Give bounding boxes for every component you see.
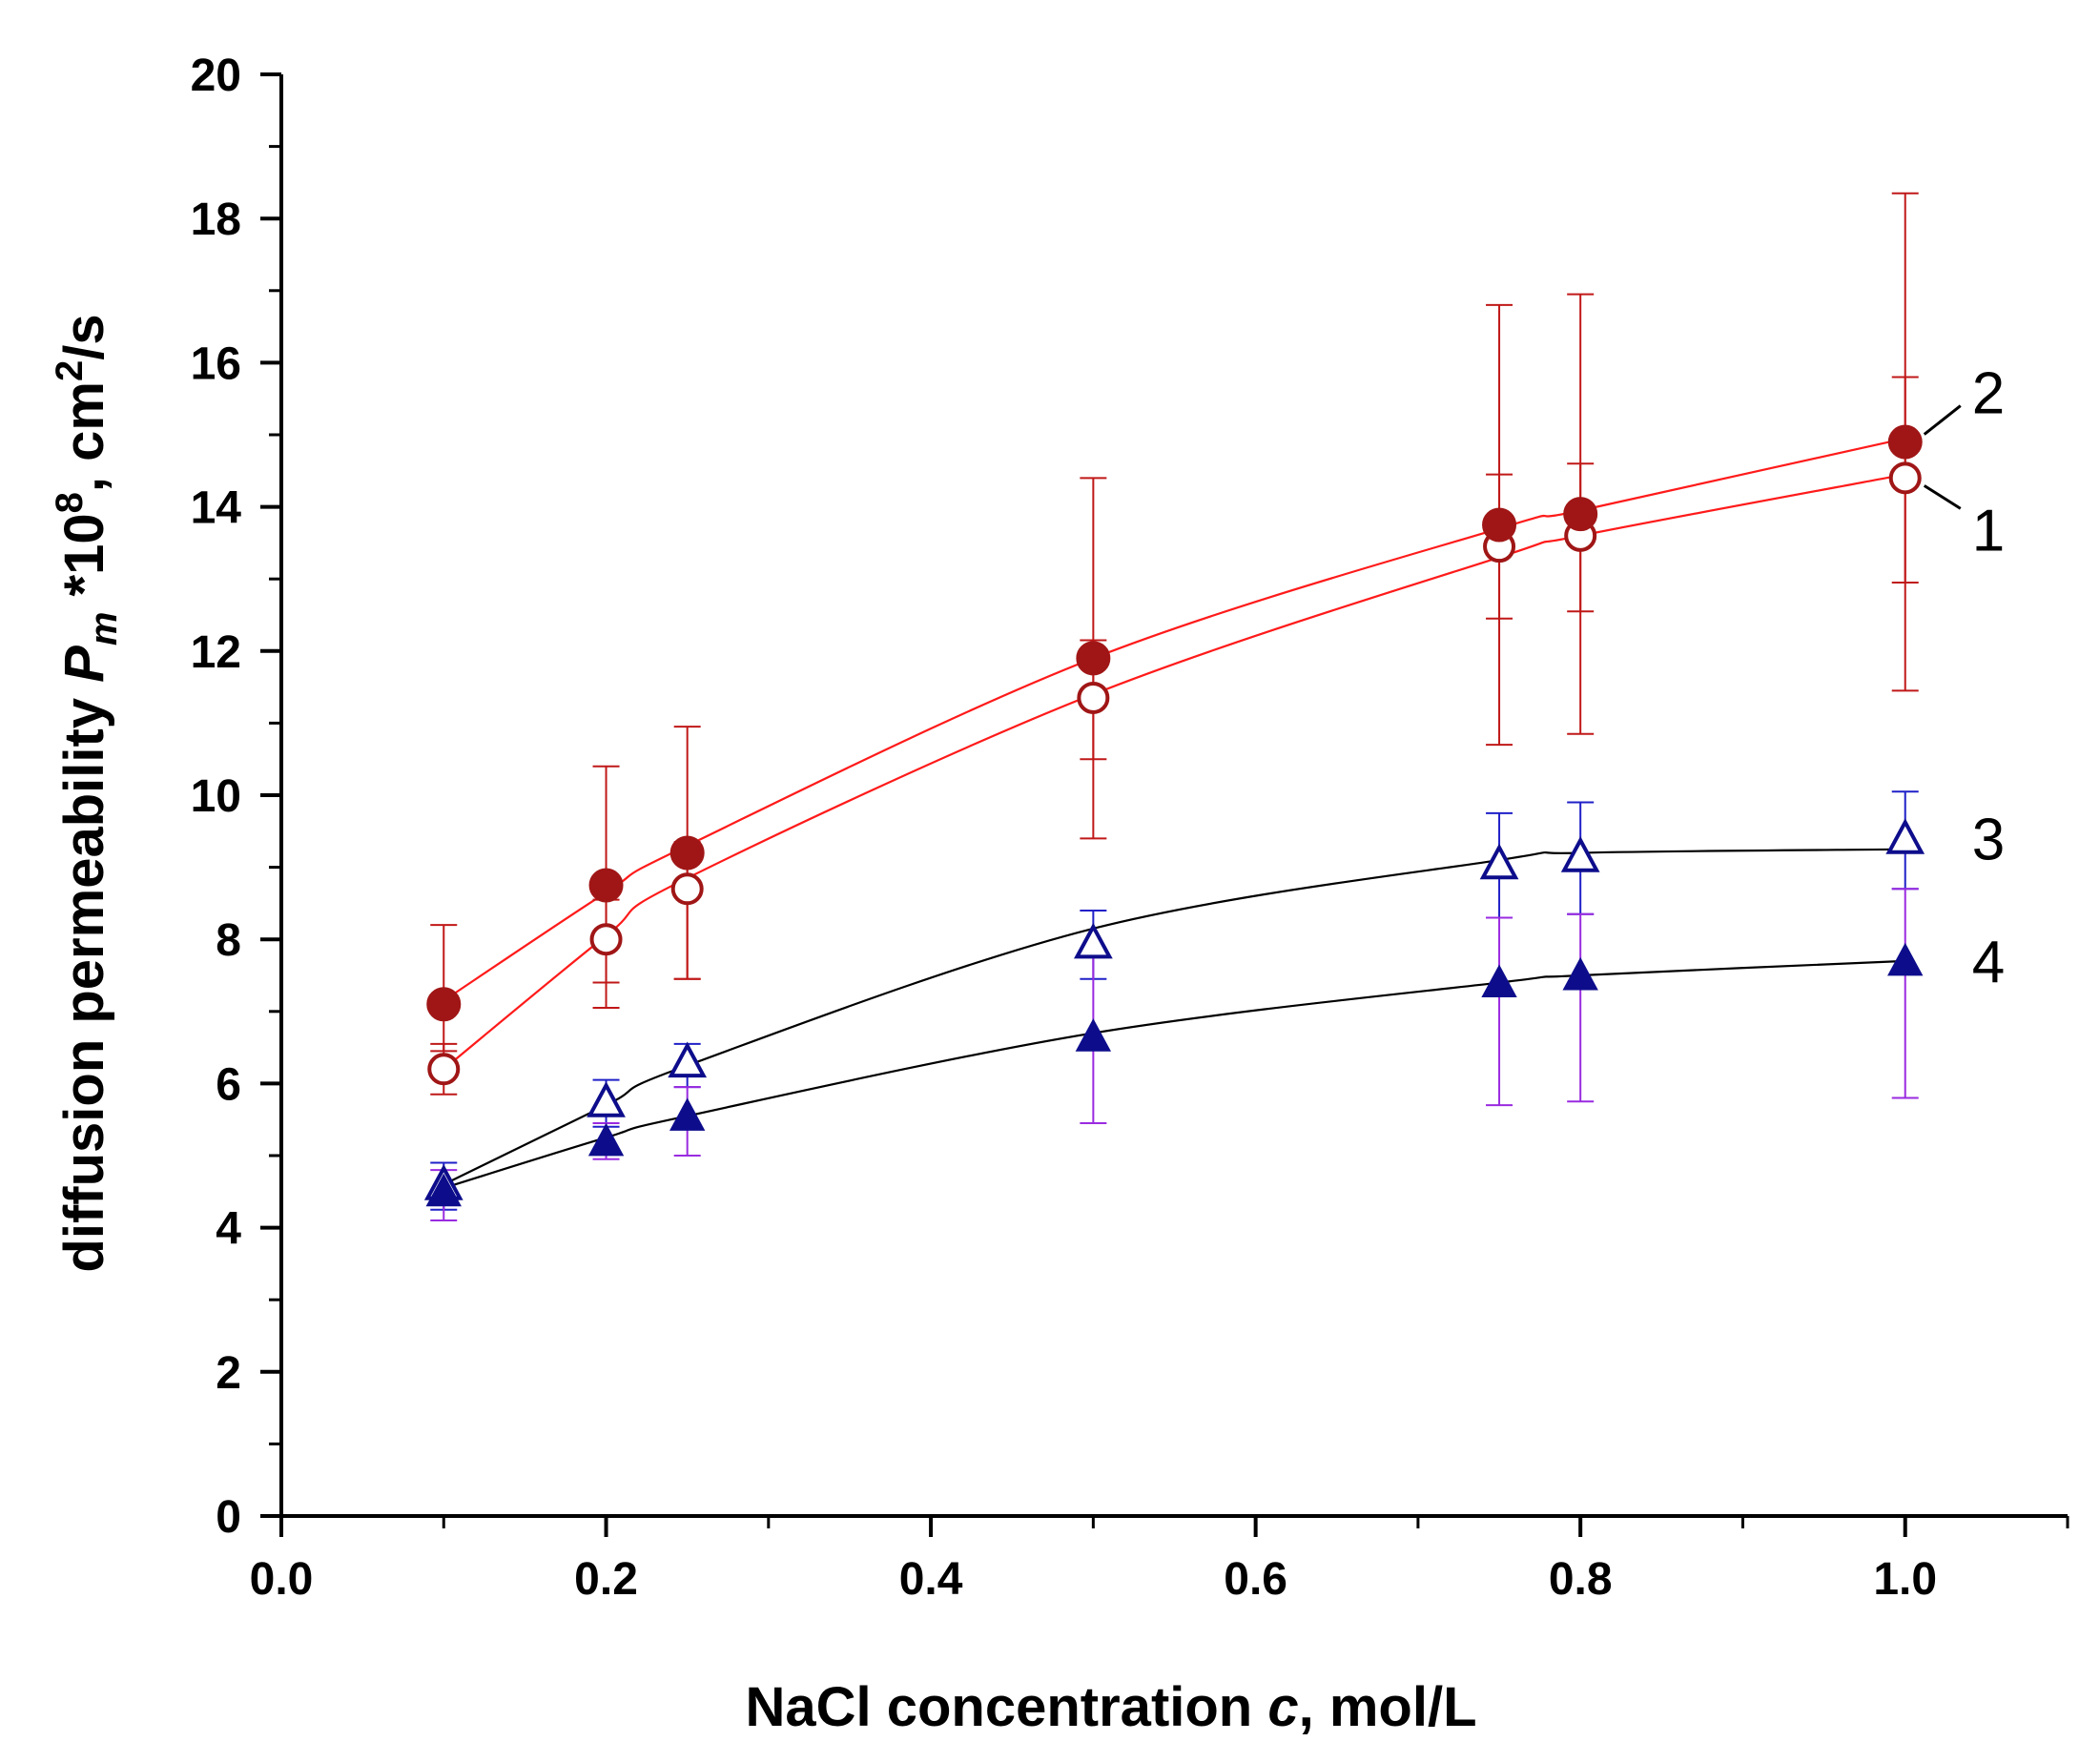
y-tick-label: 0 — [216, 1492, 241, 1543]
x-tick-label: 0.4 — [899, 1554, 963, 1605]
series-label-4: 4 — [1972, 930, 2005, 995]
x-tick-label: 0.0 — [250, 1554, 314, 1605]
y-tick-label: 20 — [191, 51, 241, 101]
x-tick-label: 1.0 — [1873, 1554, 1937, 1605]
data-point-4 — [587, 1122, 625, 1157]
data-point-3 — [1479, 843, 1519, 880]
data-markers — [423, 424, 1925, 1207]
error-bar-4 — [1891, 888, 1919, 1099]
y-tick-label: 14 — [191, 483, 242, 534]
y-tick-label: 10 — [191, 771, 241, 822]
error-bar-2 — [1486, 303, 1513, 620]
y-tick-label: 16 — [191, 338, 241, 389]
y-axis-title: diffusion permeability Pm *108, cm2/s — [49, 314, 125, 1272]
series-label-3: 3 — [1972, 807, 2005, 872]
x-tick-label: 0.6 — [1224, 1554, 1287, 1605]
error-bar-4 — [1486, 916, 1513, 1107]
error-bar-2 — [1891, 192, 1919, 584]
data-point-4 — [1481, 964, 1517, 998]
data-point-3 — [1885, 818, 1925, 854]
data-point-2 — [1887, 424, 1923, 460]
series-labels: 1 2 3 4 — [1923, 361, 2005, 995]
data-point-3 — [587, 1081, 626, 1117]
data-point-2 — [669, 835, 705, 871]
y-tick-label: 6 — [216, 1059, 241, 1110]
series-label-leader-2 — [1923, 404, 1962, 436]
error-bar-4 — [1567, 912, 1595, 1103]
data-point-4 — [1562, 956, 1598, 991]
data-point-1 — [670, 872, 704, 906]
data-point-4 — [669, 1097, 706, 1131]
data-point-2 — [1482, 507, 1517, 543]
data-point-2 — [1563, 497, 1598, 532]
y-tick-label: 18 — [191, 195, 241, 245]
data-point-3 — [668, 1041, 708, 1078]
y-tick-label: 2 — [216, 1348, 241, 1399]
y-tick-label: 12 — [191, 627, 241, 678]
data-point-1 — [589, 923, 623, 956]
data-point-3 — [1560, 836, 1600, 872]
series-label-leader-1 — [1923, 484, 1962, 510]
data-point-1 — [427, 1053, 461, 1086]
series-label-2: 2 — [1972, 361, 2005, 427]
error-bar-2 — [1567, 293, 1595, 613]
data-point-1 — [1888, 461, 1922, 495]
y-tick-label: 8 — [216, 915, 241, 966]
series-label-1: 1 — [1972, 498, 2005, 563]
data-point-2 — [1076, 641, 1111, 676]
data-point-3 — [1074, 922, 1113, 959]
x-axis-title: NaCl concentration c, mol/L — [745, 1676, 1476, 1738]
data-point-1 — [1077, 681, 1110, 714]
data-point-2 — [588, 868, 624, 903]
data-point-4 — [425, 1173, 462, 1207]
data-point-2 — [426, 987, 462, 1022]
x-tick-label: 0.8 — [1549, 1554, 1613, 1605]
x-tick-label: 0.2 — [574, 1554, 638, 1605]
y-tick-label: 4 — [216, 1204, 241, 1255]
data-point-4 — [1887, 942, 1924, 976]
data-point-4 — [1075, 1018, 1112, 1052]
